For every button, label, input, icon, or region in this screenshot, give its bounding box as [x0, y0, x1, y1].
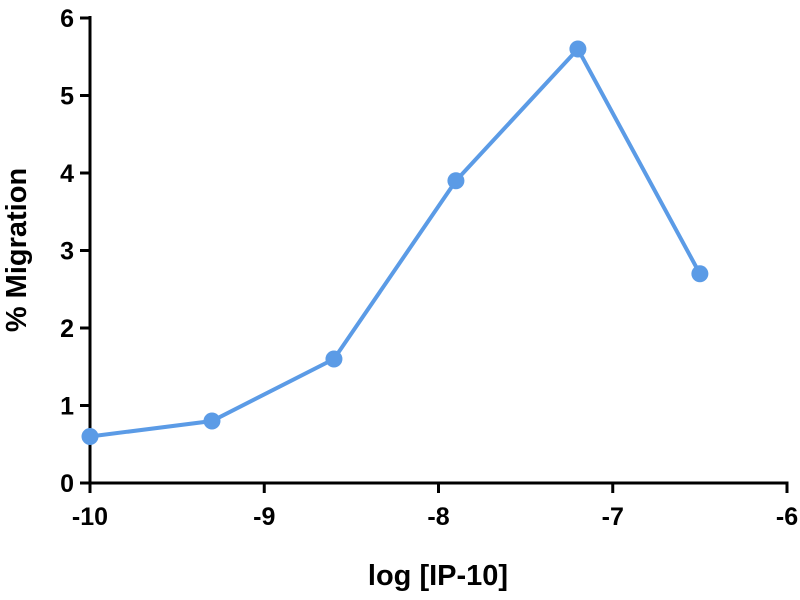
data-point [325, 350, 343, 368]
y-tick-label: 0 [60, 470, 74, 498]
y-tick-label: 5 [60, 83, 74, 111]
x-tick-label: -9 [253, 503, 275, 531]
y-tick-label: 6 [60, 5, 74, 33]
x-tick-label: -8 [427, 503, 449, 531]
data-point [691, 265, 709, 283]
x-tick-label: -7 [602, 503, 624, 531]
y-tick-label: 1 [60, 393, 74, 421]
y-tick-label: 3 [60, 238, 74, 266]
data-line [89, 45, 702, 439]
x-tick-label: -10 [72, 503, 108, 531]
data-point [81, 428, 99, 445]
data-point [569, 40, 587, 58]
x-tick-label: -6 [776, 503, 798, 531]
data-point [203, 412, 221, 430]
y-tick-label: 4 [60, 160, 74, 188]
y-axis-title: % Migration [1, 168, 33, 332]
y-tick-label: 2 [60, 315, 74, 343]
data-point [447, 172, 465, 190]
x-axis-title: log [IP-10] [368, 560, 508, 592]
